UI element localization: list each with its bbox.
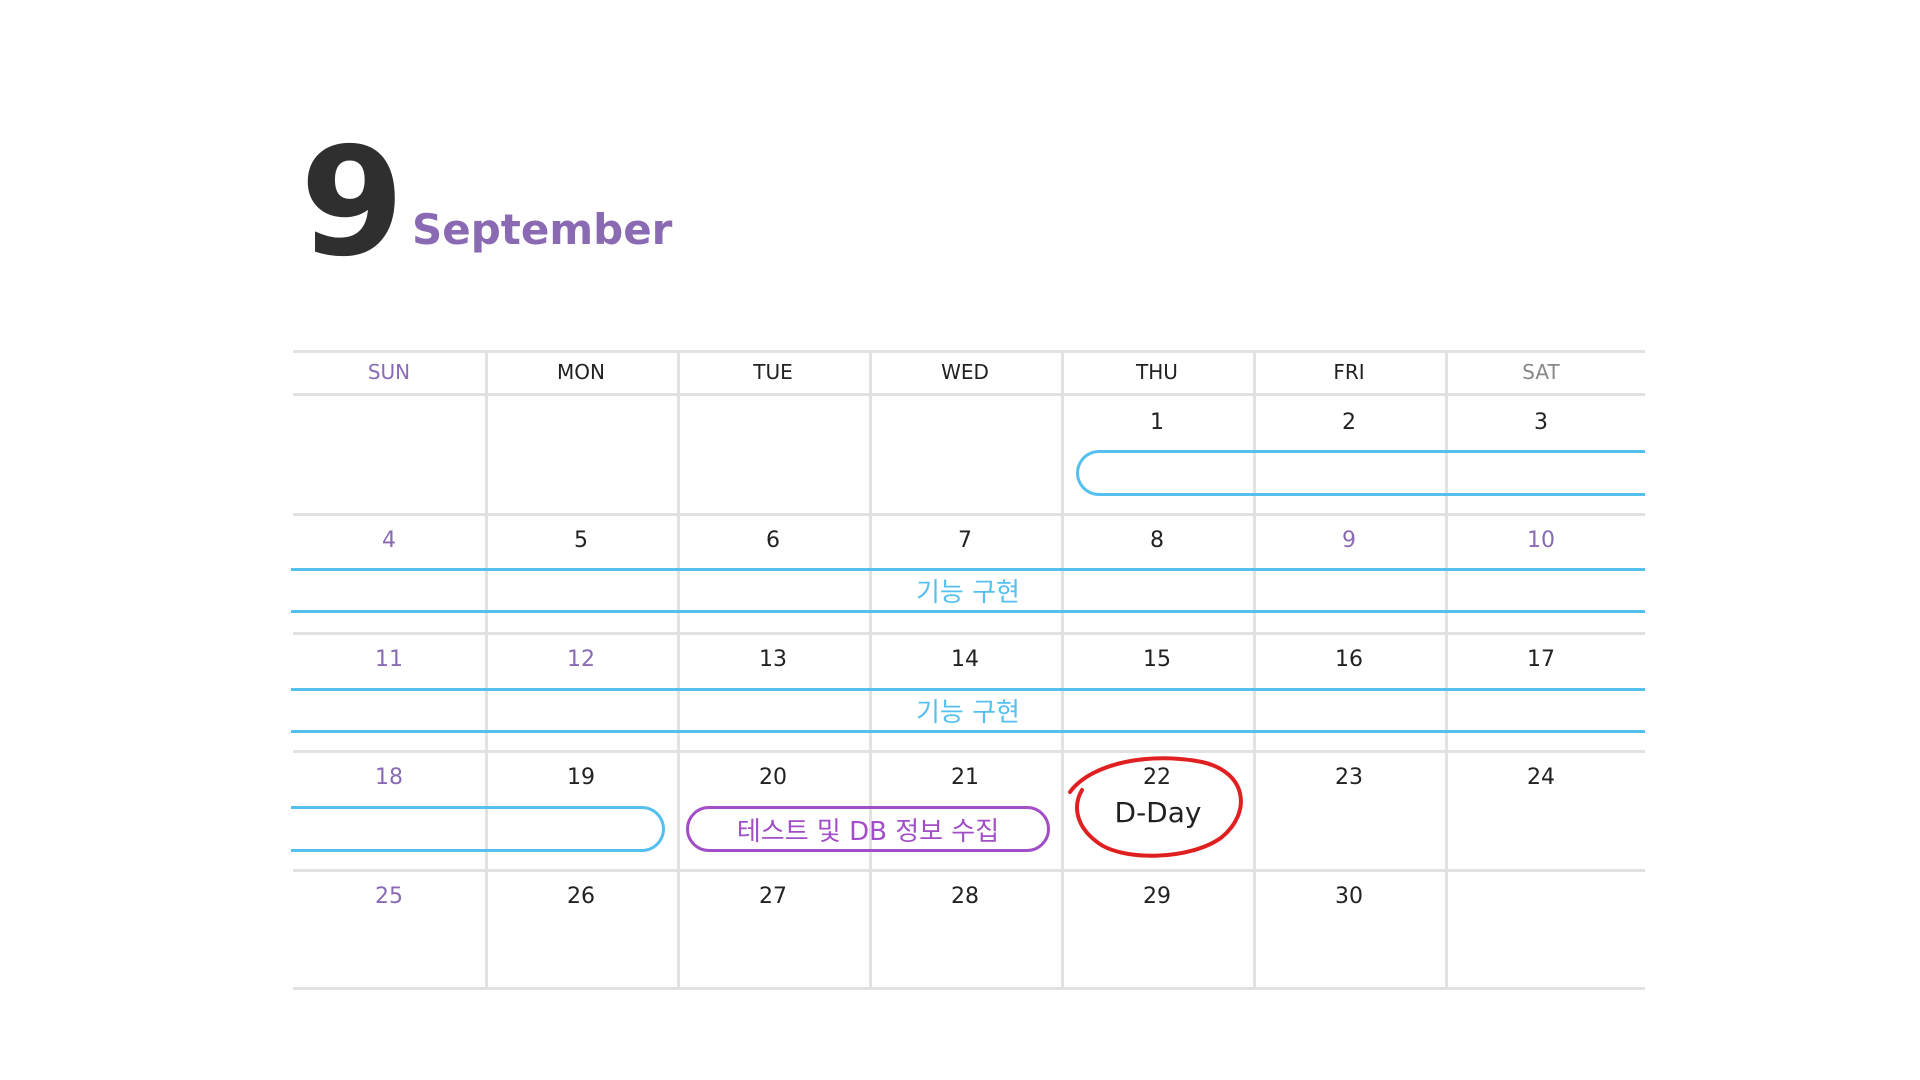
- dday-label: D-Day: [1114, 796, 1202, 829]
- weekday-header-fri: FRI: [1333, 360, 1365, 384]
- grid-line: [293, 350, 1645, 353]
- event-band-week3-label: 기능 구현: [916, 698, 1020, 728]
- grid-line: [293, 987, 1645, 990]
- day-cell[interactable]: 6: [766, 528, 780, 553]
- day-cell[interactable]: 30: [1335, 884, 1363, 909]
- day-cell[interactable]: 4: [382, 528, 396, 553]
- grid-line: [293, 513, 1645, 516]
- day-cell[interactable]: 8: [1150, 528, 1164, 553]
- grid-line: [1253, 352, 1256, 987]
- day-cell[interactable]: 25: [375, 884, 403, 909]
- day-cell[interactable]: 15: [1143, 647, 1171, 672]
- month-number: 9: [300, 116, 405, 290]
- day-cell[interactable]: 13: [759, 647, 787, 672]
- day-cell[interactable]: 12: [567, 647, 595, 672]
- day-cell[interactable]: 23: [1335, 765, 1363, 790]
- grid-line: [677, 352, 680, 987]
- day-cell[interactable]: 19: [567, 765, 595, 790]
- day-cell[interactable]: 26: [567, 884, 595, 909]
- event-band-week4[interactable]: [291, 806, 665, 852]
- day-cell[interactable]: 1: [1150, 410, 1164, 435]
- day-cell[interactable]: 18: [375, 765, 403, 790]
- grid-line: [293, 393, 1645, 396]
- grid-line: [293, 750, 1645, 753]
- weekday-header-sun: SUN: [367, 360, 411, 384]
- day-cell[interactable]: 10: [1527, 528, 1555, 553]
- event-band-week1[interactable]: [1076, 450, 1645, 496]
- grid-line: [869, 352, 872, 987]
- month-name: September: [412, 205, 673, 254]
- day-cell[interactable]: 14: [951, 647, 979, 672]
- day-cell[interactable]: 3: [1534, 410, 1548, 435]
- grid-line: [1445, 352, 1448, 987]
- day-cell[interactable]: 9: [1342, 528, 1356, 553]
- weekday-header-thu: THU: [1136, 360, 1178, 384]
- test-event-pill[interactable]: 테스트 및 DB 정보 수집: [686, 806, 1050, 852]
- day-cell[interactable]: 28: [951, 884, 979, 909]
- day-cell[interactable]: 17: [1527, 647, 1555, 672]
- event-band-week2-label: 기능 구현: [916, 578, 1020, 608]
- day-cell[interactable]: 7: [958, 528, 972, 553]
- grid-line: [293, 632, 1645, 635]
- day-cell[interactable]: 24: [1527, 765, 1555, 790]
- event-band-week3[interactable]: [291, 688, 1645, 733]
- event-band-week2[interactable]: [291, 568, 1645, 613]
- day-cell[interactable]: 29: [1143, 884, 1171, 909]
- day-cell[interactable]: 27: [759, 884, 787, 909]
- day-cell[interactable]: 20: [759, 765, 787, 790]
- day-cell[interactable]: 11: [375, 647, 403, 672]
- day-cell[interactable]: 21: [951, 765, 979, 790]
- grid-line: [293, 869, 1645, 872]
- day-cell[interactable]: 22: [1143, 765, 1171, 790]
- day-cell[interactable]: 5: [574, 528, 588, 553]
- weekday-header-wed: WED: [941, 360, 989, 384]
- day-cell[interactable]: 2: [1342, 410, 1356, 435]
- weekday-header-tue: TUE: [753, 360, 793, 384]
- day-cell[interactable]: 16: [1335, 647, 1363, 672]
- grid-line: [1061, 352, 1064, 987]
- weekday-header-mon: MON: [557, 360, 605, 384]
- dday-circle-icon: [1068, 756, 1243, 858]
- grid-line: [485, 352, 488, 987]
- weekday-header-sat: SAT: [1522, 360, 1560, 384]
